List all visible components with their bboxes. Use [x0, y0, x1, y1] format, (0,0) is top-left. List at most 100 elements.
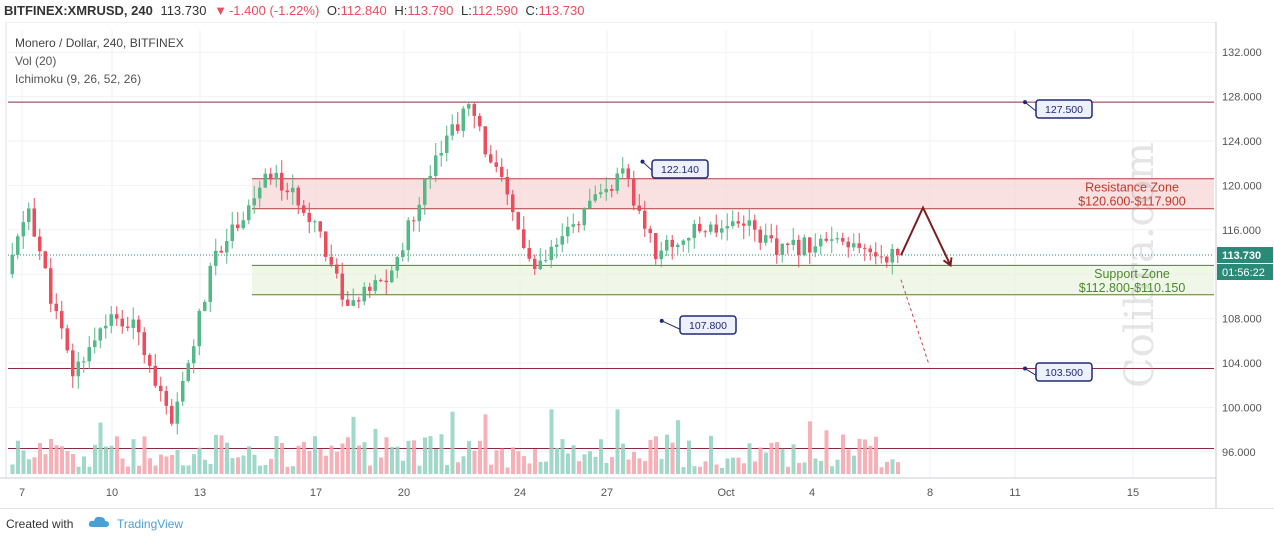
volume-bar: [879, 467, 884, 474]
callout-label: 107.800: [689, 320, 727, 332]
candle-body: [170, 405, 174, 424]
volume-bar: [450, 411, 455, 474]
legend-volume[interactable]: Vol (20): [15, 54, 57, 68]
volume-bar: [819, 461, 823, 474]
candle-body: [720, 228, 724, 233]
volume-bars: [10, 409, 900, 474]
candle-body: [307, 212, 311, 222]
volume-bar: [329, 445, 334, 474]
volume-bar: [456, 462, 460, 474]
candle-body: [60, 311, 64, 329]
volume-bar: [538, 461, 543, 474]
volume-bar: [406, 440, 411, 474]
candle-body: [852, 243, 856, 248]
volume-bar: [868, 445, 873, 474]
candle-body: [896, 248, 900, 255]
y-tick-label: 100.000: [1222, 402, 1262, 414]
symbol-name[interactable]: BITFINEX:XMRUSD, 240: [4, 3, 153, 18]
volume-bar: [808, 421, 812, 474]
volume-bar: [82, 456, 86, 474]
candle-body: [610, 188, 614, 191]
candle-body: [423, 178, 427, 205]
candle-body: [269, 173, 273, 180]
volume-bar: [560, 439, 565, 474]
candle-body: [577, 224, 581, 226]
volume-bar: [428, 436, 433, 474]
candle-body: [324, 231, 328, 257]
volume-bar: [841, 434, 845, 474]
price-change: -1.400 (-1.22%): [228, 3, 320, 18]
candle-body: [417, 204, 421, 222]
candle-body: [659, 250, 663, 260]
legend-ichimoku[interactable]: Ichimoku (9, 26, 52, 26): [15, 72, 142, 86]
candle-body: [483, 126, 487, 155]
candle-body: [104, 325, 108, 329]
close-value: 113.730: [538, 3, 585, 18]
volume-bar: [373, 428, 378, 474]
candle-body: [654, 233, 658, 260]
volume-bar: [478, 440, 482, 474]
volume-bar: [472, 450, 477, 474]
candle-body: [797, 239, 801, 256]
candle-body: [868, 248, 872, 253]
candle-body: [16, 236, 20, 255]
volume-bar: [593, 456, 598, 474]
created-with-label: Created with: [6, 517, 74, 531]
watermark: Colibra.com: [1117, 142, 1163, 388]
candle-body: [555, 244, 559, 247]
volume-bar: [555, 447, 559, 474]
volume-bar: [346, 437, 350, 474]
candle-body: [599, 192, 603, 195]
candle-body: [236, 224, 240, 229]
x-tick-label: 4: [809, 487, 815, 499]
candle-body: [82, 361, 86, 363]
plot-area[interactable]: [5, 22, 1217, 479]
volume-bar: [764, 452, 768, 474]
candle-body: [434, 155, 438, 176]
tradingview-link[interactable]: TradingView: [117, 517, 184, 531]
volume-bar: [494, 450, 499, 474]
volume-bar: [285, 466, 290, 474]
x-tick-label: 20: [398, 487, 410, 499]
callout-anchor: [640, 159, 645, 164]
volume-bar: [230, 458, 235, 474]
y-tick-label: 120.000: [1222, 180, 1262, 192]
volume-bar: [791, 444, 796, 474]
candle-body: [725, 226, 729, 229]
volume-bar: [846, 449, 851, 474]
price-chart[interactable]: Resistance Zone$120.600-$117.900 Support …: [0, 22, 1274, 508]
candle-body: [824, 238, 828, 241]
volume-bar: [32, 457, 37, 474]
candle-body: [566, 226, 570, 237]
legend-title[interactable]: Monero / Dollar, 240, BITFINEX: [15, 36, 184, 50]
volume-bar: [505, 467, 510, 474]
candle-body: [819, 238, 823, 247]
volume-bar: [318, 449, 323, 474]
volume-bar: [533, 449, 537, 474]
candle-body: [615, 173, 619, 191]
volume-bar: [241, 455, 246, 474]
volume-bar: [65, 450, 70, 474]
footer: Created with TradingView: [0, 508, 1274, 541]
candle-body: [582, 208, 586, 226]
volume-bar: [874, 436, 878, 474]
candle-body: [340, 273, 344, 300]
high-value: 113.790: [407, 3, 454, 18]
candle-body: [637, 205, 641, 211]
x-tick-label: 24: [514, 487, 526, 499]
callout-anchor: [659, 318, 664, 323]
candle-body: [280, 172, 284, 191]
candle-body: [802, 237, 806, 256]
candle-body: [214, 250, 218, 266]
x-tick-label: 15: [1127, 487, 1139, 499]
projection-arrowhead: [942, 257, 953, 268]
candle-body: [698, 223, 702, 232]
volume-bar: [269, 458, 273, 474]
x-tick-label: 11: [1009, 487, 1020, 499]
volume-bar: [863, 439, 867, 474]
last-price-label: 113.730: [1222, 250, 1261, 262]
volume-bar: [131, 439, 136, 474]
candle-body: [175, 401, 179, 424]
price-annotations[interactable]: 122.140 107.800 127.500 103.500: [640, 99, 1093, 382]
volume-bar: [511, 447, 515, 474]
